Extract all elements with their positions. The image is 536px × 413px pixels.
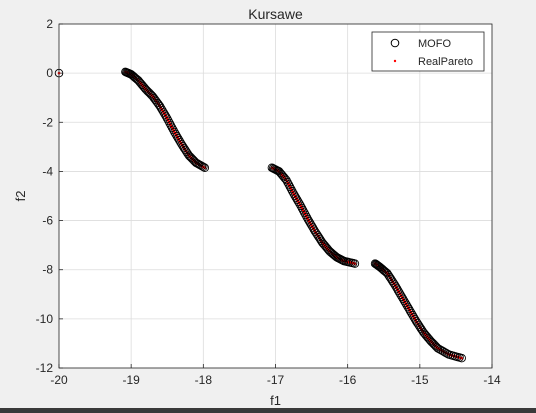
legend-box — [371, 31, 485, 72]
mofo-point — [297, 203, 307, 213]
mofo-point — [158, 106, 167, 115]
mofo-point — [303, 215, 313, 224]
axes-frame — [58, 23, 493, 369]
mofo-point — [162, 114, 172, 123]
mofo-point — [160, 110, 170, 119]
y-tick-label: -2 — [42, 115, 53, 129]
mofo-point — [173, 134, 183, 143]
mofo-point — [407, 308, 416, 318]
mofo-point — [405, 306, 415, 316]
mofo-point — [288, 187, 297, 196]
mofo-point — [390, 280, 399, 289]
x-tick-label: -16 — [339, 373, 357, 387]
mofo-point — [298, 206, 308, 215]
mofo-point — [169, 125, 178, 135]
y-tick-label: 0 — [46, 66, 53, 80]
mofo-point — [164, 116, 173, 126]
mofo-point — [289, 189, 298, 198]
y-tick-label: -12 — [36, 361, 54, 375]
mofo-point — [395, 288, 404, 297]
mofo-point — [306, 219, 315, 228]
mofo-point — [350, 259, 360, 268]
y-axis-label: f2 — [13, 191, 28, 202]
y-ticks: 2 0 -2 -4 -6 -8 -10 -12 — [36, 17, 63, 375]
x-tick-label: -15 — [411, 373, 429, 387]
mofo-point — [200, 163, 210, 172]
mofo-point — [284, 180, 293, 189]
mofo-point — [171, 129, 180, 139]
x-tick-label: -17 — [267, 373, 285, 387]
x-ticks: -20 -19 -18 -17 -16 -15 -14 — [50, 364, 501, 387]
mofo-series — [54, 67, 466, 363]
mofo-point — [155, 102, 165, 111]
mofo-point — [290, 191, 299, 200]
y-tick-label: -8 — [42, 263, 53, 277]
mofo-point — [307, 221, 316, 230]
mofo-point — [337, 255, 346, 265]
mofo-point — [300, 208, 309, 217]
x-tick-label: -19 — [122, 373, 140, 387]
window-bottom-edge — [0, 408, 536, 413]
mofo-point — [301, 210, 310, 220]
y-tick-label: -6 — [42, 214, 53, 228]
mofo-point — [408, 310, 417, 320]
mofo-point — [398, 294, 408, 304]
mofo-point — [291, 193, 301, 202]
mofo-point — [396, 290, 405, 299]
mofo-point — [161, 112, 171, 121]
mofo-point — [286, 184, 296, 194]
mofo-point — [285, 182, 295, 192]
mofo-point — [393, 286, 403, 295]
mofo-point — [283, 178, 292, 187]
x-tick-label: -18 — [195, 373, 213, 387]
mofo-point — [165, 118, 174, 128]
legend-mofo-marker — [390, 38, 400, 48]
legend-mofo-label: MOFO — [418, 38, 451, 50]
mofo-point — [296, 201, 306, 211]
mofo-point — [391, 282, 401, 291]
mofo-point — [295, 199, 304, 209]
y-tick-label: 2 — [46, 17, 53, 31]
x-tick-label: -20 — [50, 373, 68, 387]
mofo-point — [170, 127, 179, 137]
mofo-point — [199, 162, 208, 172]
legend-realpareto-marker — [393, 59, 397, 63]
mofo-point — [294, 197, 303, 206]
mofo-point — [304, 217, 314, 226]
mofo-point — [159, 108, 168, 117]
mofo-point — [172, 131, 182, 141]
mofo-point — [392, 284, 402, 293]
legend: MOFO RealPareto — [371, 31, 485, 72]
mofo-point — [167, 123, 177, 132]
mofo-point — [457, 353, 466, 363]
mofo-point — [442, 349, 452, 358]
mofo-point — [292, 195, 302, 204]
chart-title: Kursawe — [248, 6, 303, 22]
legend-realpareto-label: RealPareto — [418, 56, 473, 68]
y-tick-label: -4 — [42, 164, 53, 178]
mofo-point — [166, 121, 176, 130]
mofo-point — [401, 298, 410, 308]
mofo-point — [397, 292, 407, 301]
mofo-point — [302, 212, 312, 222]
mofo-point — [404, 304, 414, 314]
x-tick-label: -14 — [483, 373, 501, 387]
mofo-point — [282, 175, 291, 185]
x-axis-label: f1 — [270, 393, 281, 408]
y-tick-label: -10 — [36, 312, 54, 326]
mofo-point — [402, 300, 411, 310]
mofo-point — [156, 104, 166, 113]
mofo-point — [399, 296, 409, 306]
mofo-point — [403, 302, 413, 312]
